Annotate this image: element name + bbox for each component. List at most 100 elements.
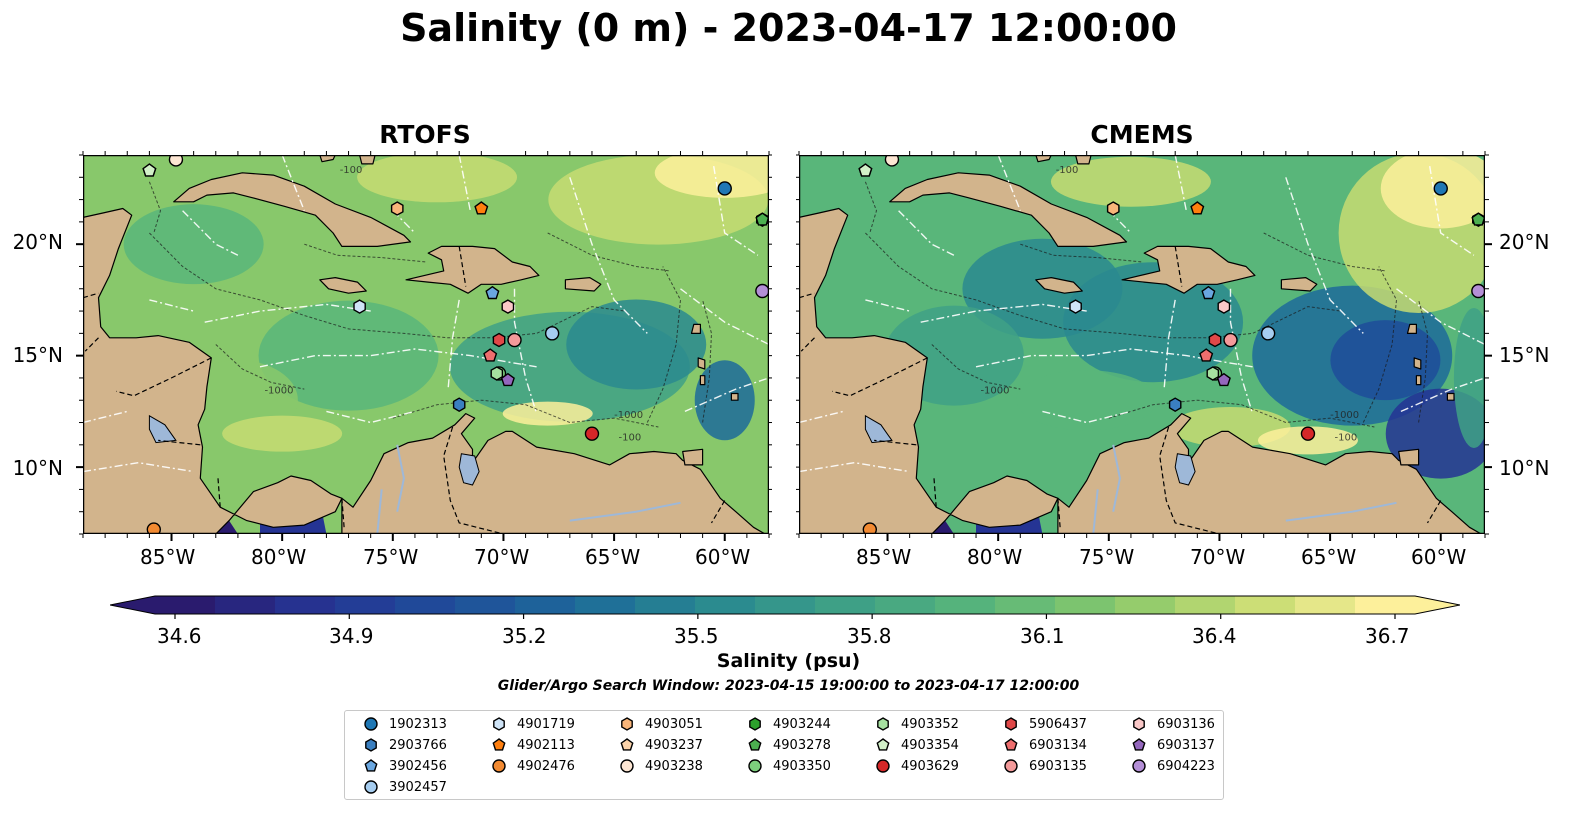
legend-label: 4903238: [645, 758, 703, 774]
legend-item-6903134: 6903134: [1003, 735, 1087, 755]
lon-label-rtofs-60w: 60°W: [695, 545, 751, 569]
lat-label-right-15: 15°N: [1499, 343, 1550, 367]
pentagon-marker-icon: [1132, 738, 1146, 751]
float-marker-2903766: [452, 397, 466, 413]
legend-item-1902313: 1902313: [363, 714, 447, 734]
map-rtofs: -1000 -1000 -100 -100: [83, 155, 769, 534]
svg-text:-1000: -1000: [614, 410, 643, 421]
legend-label: 1902313: [389, 716, 447, 732]
svg-text:-100: -100: [340, 165, 363, 176]
lon-label-cmems-60w: 60°W: [1411, 545, 1467, 569]
circle-marker-icon: [364, 780, 378, 794]
legend-label: 4902476: [517, 758, 575, 774]
lat-label-right-10: 10°N: [1499, 456, 1550, 480]
hexagon-marker-icon: [749, 717, 761, 731]
float-marker-4901719: [1069, 299, 1082, 314]
float-marker-6903137: [1216, 372, 1231, 387]
float-marker-5906437: [492, 332, 506, 348]
pentagon-marker-icon: [1004, 738, 1018, 751]
float-marker-4903238: [884, 155, 900, 167]
float-marker-6903134: [483, 348, 498, 362]
legend-item-4903237: 4903237: [619, 735, 703, 755]
legend-item-6903135: 6903135: [1003, 756, 1087, 776]
svg-text:-100: -100: [1335, 432, 1358, 443]
hexagon-marker-icon: [493, 717, 505, 731]
lon-label-rtofs-65w: 65°W: [585, 545, 641, 569]
legend-label: 4903352: [901, 716, 959, 732]
legend-item-4903278: 4903278: [747, 735, 831, 755]
legend-item-6903136: 6903136: [1131, 714, 1215, 734]
lon-label-cmems-80w: 80°W: [967, 545, 1023, 569]
hexagon-marker-icon: [621, 717, 633, 731]
cbar-tick-36.1: 36.1: [1020, 624, 1065, 648]
legend-label: 6903136: [1157, 716, 1215, 732]
svg-text:-100: -100: [1056, 165, 1079, 176]
float-marker-4903051: [390, 201, 404, 216]
legend-label: 4902113: [517, 737, 575, 753]
circle-marker-icon: [1004, 759, 1018, 773]
cbar-tick-35.2: 35.2: [502, 624, 547, 648]
float-marker-6903135: [507, 332, 522, 348]
float-marker-6903135: [1223, 332, 1238, 348]
legend-label: 3902456: [389, 758, 447, 774]
pentagon-marker-icon: [492, 738, 506, 751]
svg-text:-1000: -1000: [1330, 410, 1359, 421]
cbar-tick-34.9: 34.9: [329, 624, 374, 648]
cbar-tick-35.5: 35.5: [674, 624, 719, 648]
legend-label: 4903244: [773, 716, 831, 732]
float-marker-4901719: [353, 299, 366, 314]
lon-label-rtofs-75w: 75°W: [363, 545, 419, 569]
float-marker-4903278: [755, 212, 769, 226]
legend-label: 5906437: [1029, 716, 1087, 732]
circle-marker-icon: [1132, 759, 1146, 773]
float-marker-4903278: [1471, 212, 1485, 226]
svg-text:-100: -100: [619, 432, 642, 443]
float-marker-4903238: [168, 155, 184, 167]
main-title: Salinity (0 m) - 2023-04-17 12:00:00: [400, 6, 1177, 50]
lon-label-rtofs-70w: 70°W: [474, 545, 530, 569]
lon-label-cmems-70w: 70°W: [1190, 545, 1246, 569]
legend-item-4903051: 4903051: [619, 714, 703, 734]
float-marker-4902113: [1190, 201, 1205, 215]
circle-marker-icon: [492, 759, 506, 773]
float-marker-6903134: [1199, 348, 1214, 362]
lon-label-cmems-85w: 85°W: [856, 545, 912, 569]
float-marker-4902476: [862, 522, 878, 534]
axes-ticks: [76, 151, 1492, 541]
legend-label: 4903278: [773, 737, 831, 753]
legend-item-6903137: 6903137: [1131, 735, 1215, 755]
legend-item-4902113: 4902113: [491, 735, 575, 755]
float-marker-4903629: [1300, 426, 1316, 441]
panel-title-cmems: CMEMS: [1090, 120, 1194, 149]
svg-text:-1000: -1000: [264, 386, 293, 397]
lon-label-cmems-75w: 75°W: [1079, 545, 1135, 569]
legend-item-4903354: 4903354: [875, 735, 959, 755]
legend-item-5906437: 5906437: [1003, 714, 1087, 734]
legend-label: 4901719: [517, 716, 575, 732]
float-marker-3902457: [1260, 326, 1276, 341]
float-marker-4903629: [584, 426, 600, 441]
float-marker-3902457: [544, 326, 560, 341]
pentagon-marker-icon: [748, 738, 762, 751]
float-marker-4902476: [146, 522, 162, 534]
pentagon-marker-icon: [876, 738, 890, 751]
float-marker-6903136: [501, 299, 515, 314]
float-marker-4903352: [1206, 366, 1220, 381]
cbar-tick-36.7: 36.7: [1365, 624, 1410, 648]
hexagon-marker-icon: [877, 717, 889, 731]
map-cmems: -1000 -1000 -100 -100: [799, 155, 1485, 534]
legend-item-4903350: 4903350: [747, 756, 831, 776]
float-marker-2903766: [1168, 397, 1182, 413]
lat-label-left-10: 10°N: [12, 456, 63, 480]
legend-item-4903352: 4903352: [875, 714, 959, 734]
lon-label-rtofs-80w: 80°W: [251, 545, 307, 569]
legend-item-4902476: 4902476: [491, 756, 575, 776]
legend-label: 4903350: [773, 758, 831, 774]
legend-label: 6904223: [1157, 758, 1215, 774]
legend-label: 3902457: [389, 779, 447, 795]
circle-marker-icon: [364, 717, 378, 731]
hexagon-marker-icon: [1133, 717, 1145, 731]
colorbar-label: Salinity (psu): [716, 650, 861, 672]
float-marker-4903354: [142, 163, 157, 177]
hexagon-marker-icon: [365, 738, 377, 752]
